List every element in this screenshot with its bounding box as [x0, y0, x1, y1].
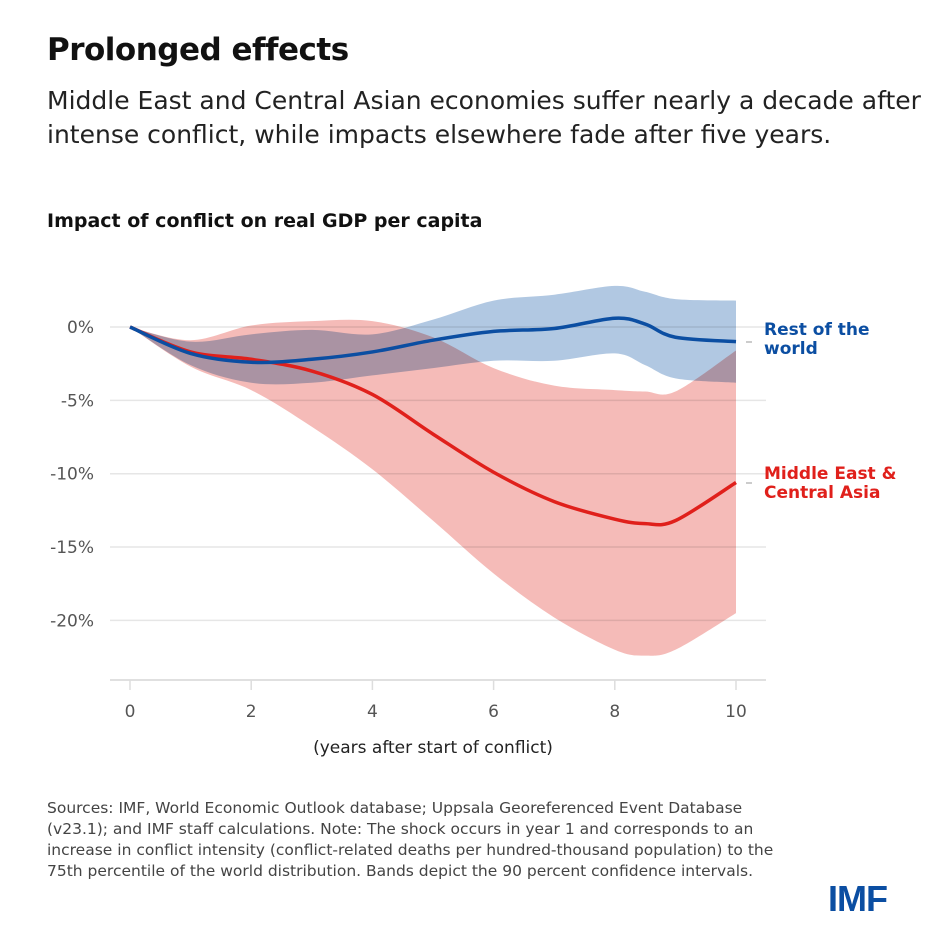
y-tick-label: -5%: [61, 391, 94, 411]
series-label-mec-line2: Central Asia: [764, 483, 880, 503]
x-tick-label: 10: [725, 702, 747, 722]
x-axis-label: (years after start of conflict): [313, 738, 553, 758]
series-label-mec-line1: Middle East &: [764, 464, 897, 484]
x-tick-label: 4: [367, 702, 378, 722]
page-subtitle: Middle East and Central Asian economies …: [47, 86, 921, 149]
series-line: [129, 316, 737, 365]
confidence-band: [130, 319, 736, 656]
chart-title: Impact of conflict on real GDP per capit…: [47, 210, 483, 232]
x-tick-label: 2: [246, 702, 257, 722]
y-tick-label: 0%: [67, 318, 94, 338]
x-tick-label: 8: [609, 702, 620, 722]
series-label-rest-line2: world: [764, 339, 818, 359]
x-tick-label: 6: [488, 702, 499, 722]
x-tick-label: 0: [125, 702, 136, 722]
y-tick-label: -20%: [50, 611, 94, 631]
sources-note: Sources: IMF, World Economic Outlook dat…: [47, 799, 774, 880]
series-label-rest-line1: Rest of the: [764, 320, 870, 340]
confidence-band: [130, 285, 736, 385]
series-line: [129, 325, 737, 527]
y-tick-label: -15%: [50, 538, 94, 558]
page-title: Prolonged effects: [47, 32, 349, 68]
y-tick-label: -10%: [50, 465, 94, 485]
imf-logo: IMF: [828, 878, 888, 919]
